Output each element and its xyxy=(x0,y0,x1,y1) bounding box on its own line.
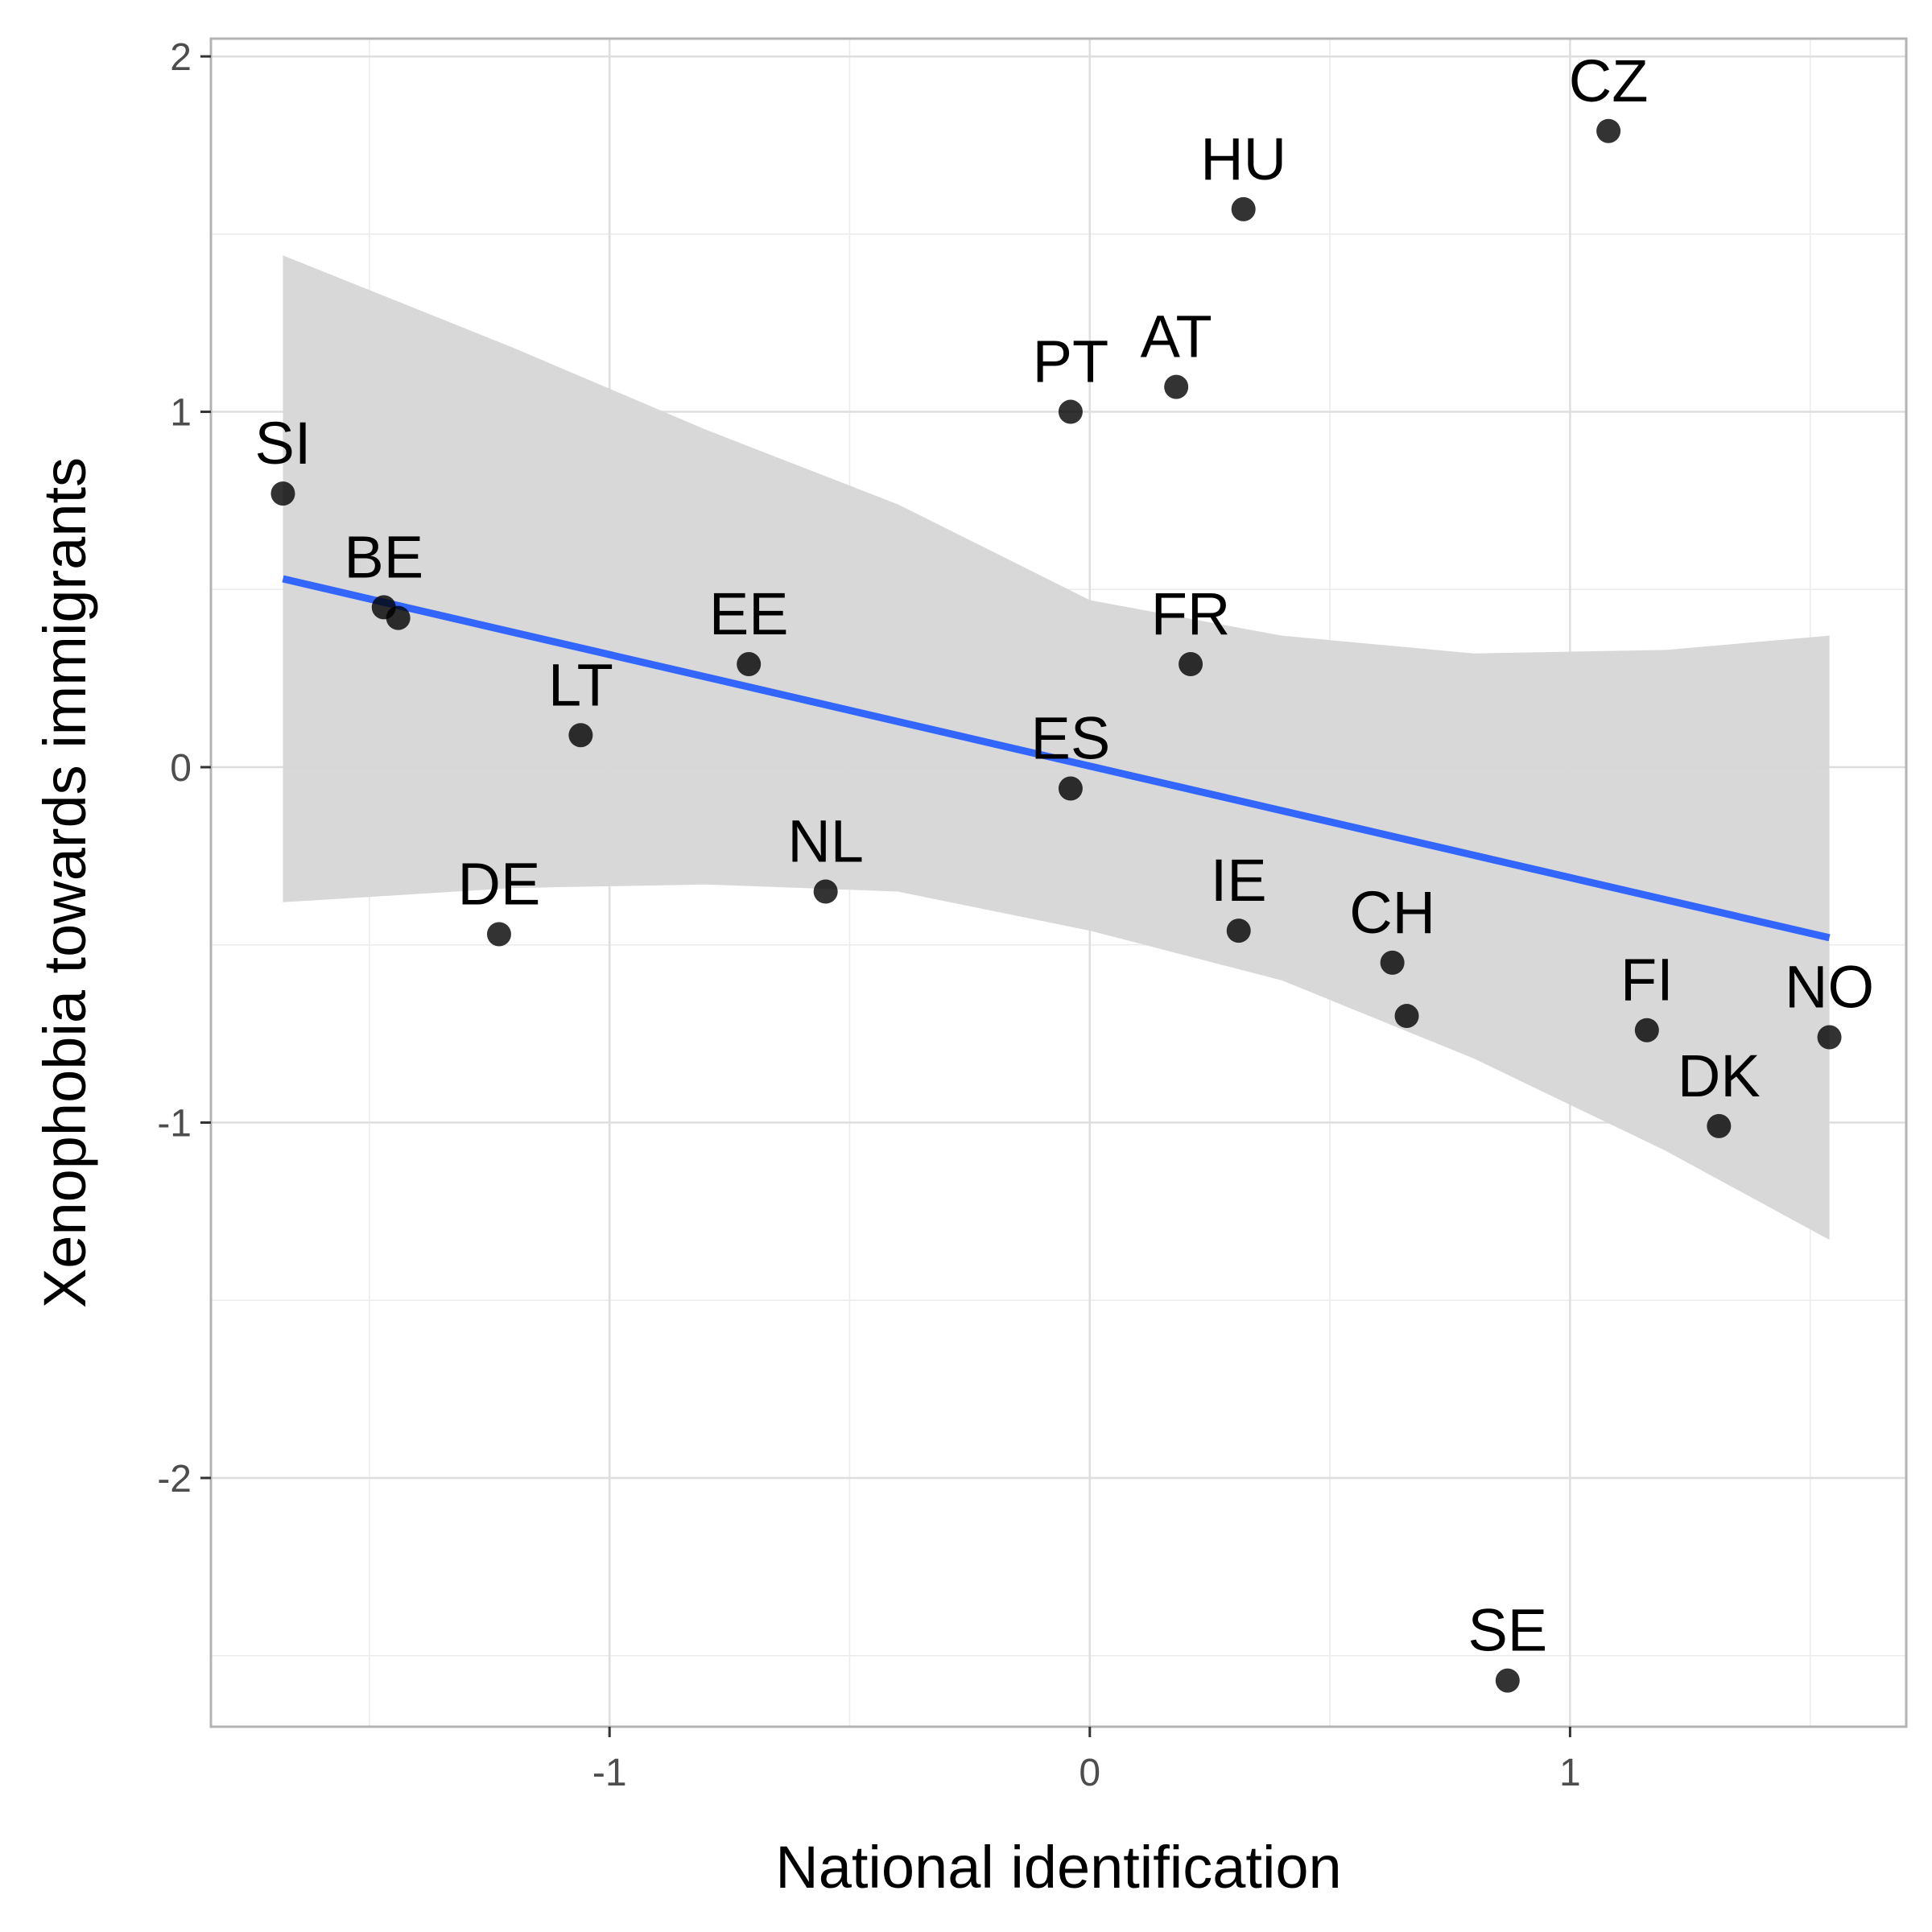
y-tick-label: 2 xyxy=(170,36,192,79)
x-tick-label: -1 xyxy=(592,1752,627,1794)
data-point xyxy=(1634,1018,1659,1042)
data-point xyxy=(1179,651,1203,676)
confidence-band xyxy=(283,255,1830,1241)
point-label: ES xyxy=(1031,705,1111,772)
y-axis-title: Xenophobia towards immigrants xyxy=(31,457,98,1308)
data-points xyxy=(270,118,1842,1693)
point-label: FR xyxy=(1151,580,1231,647)
data-point xyxy=(813,879,838,904)
point-label: CH xyxy=(1349,879,1435,946)
data-point xyxy=(568,723,593,748)
point-label: AT xyxy=(1141,303,1212,370)
point-label: BE xyxy=(344,523,423,590)
y-tick-label: 0 xyxy=(170,747,192,790)
data-point xyxy=(737,651,762,676)
point-label: NL xyxy=(787,808,864,875)
data-point xyxy=(1231,196,1256,221)
data-point xyxy=(486,922,511,947)
point-label: IE xyxy=(1211,847,1267,914)
data-point xyxy=(386,605,411,630)
point-label: LT xyxy=(548,651,613,718)
data-point xyxy=(1495,1668,1520,1693)
y-tick-label: 1 xyxy=(170,392,192,435)
point-label: NO xyxy=(1785,954,1874,1021)
x-axis-ticks: -1 0 1 xyxy=(592,1727,1581,1794)
point-label: HU xyxy=(1200,126,1286,192)
data-point xyxy=(1380,950,1405,975)
point-label: EE xyxy=(709,580,789,647)
x-tick-label: 0 xyxy=(1079,1752,1100,1794)
data-point xyxy=(1164,374,1189,399)
data-point xyxy=(1394,1004,1419,1029)
panel-border xyxy=(209,37,1908,1728)
point-label: DE xyxy=(458,851,541,918)
point-label: CZ xyxy=(1569,47,1649,114)
point-label: FI xyxy=(1620,947,1674,1013)
data-point xyxy=(1058,399,1083,424)
data-point xyxy=(270,481,295,506)
data-point xyxy=(1226,919,1251,943)
point-label: SI xyxy=(255,410,312,477)
x-tick-label: 1 xyxy=(1559,1752,1581,1794)
point-label: DK xyxy=(1678,1042,1761,1109)
data-point xyxy=(1058,776,1083,801)
y-tick-label: -2 xyxy=(157,1458,192,1501)
y-axis-ticks: -2 -1 0 1 2 xyxy=(157,36,211,1501)
point-label: PT xyxy=(1033,328,1109,395)
regression-line xyxy=(282,575,1831,942)
data-point xyxy=(1596,118,1621,143)
x-axis-title: National identification xyxy=(775,1834,1341,1901)
y-tick-label: -1 xyxy=(157,1102,192,1145)
point-label: SE xyxy=(1468,1597,1547,1664)
data-point xyxy=(1707,1113,1732,1138)
data-point xyxy=(1817,1025,1842,1050)
